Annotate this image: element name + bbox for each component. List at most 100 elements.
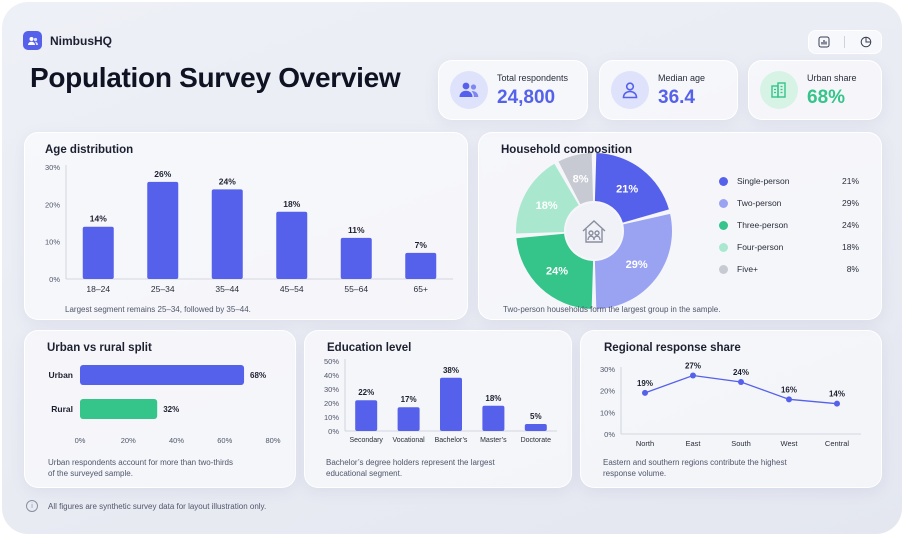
kpi-label: Median age bbox=[658, 73, 706, 83]
x-tick-label: 0% bbox=[75, 436, 86, 445]
regional-share-card: Regional response share 0% 10% 20% 30% 19% No… bbox=[580, 330, 882, 488]
y-tick-label: 0% bbox=[328, 427, 339, 436]
x-tick-label: West bbox=[781, 439, 799, 448]
card-note: response volume. bbox=[603, 469, 667, 478]
data-point bbox=[690, 372, 696, 379]
data-point bbox=[834, 400, 840, 407]
y-tick-label: 20% bbox=[600, 387, 615, 396]
kpi-card-total-respondents: Total respondents 24,800 bbox=[438, 60, 588, 120]
slice-value-label: 8% bbox=[573, 174, 589, 186]
legend-value: 18% bbox=[841, 242, 859, 252]
education-level-card: Education level 0% 10% 20% 30% 40% 50% 22% Seco… bbox=[304, 330, 572, 488]
bar-value-label: 5% bbox=[530, 412, 542, 421]
age-distribution-card: Age distribution 0% 10% 20% 30% 14% 18–24 26% 2… bbox=[24, 132, 468, 320]
bar-value-label: 68% bbox=[250, 371, 266, 380]
bar bbox=[397, 407, 420, 431]
house-family-icon bbox=[582, 220, 606, 243]
family-head bbox=[588, 230, 594, 236]
y-tick-label: 0% bbox=[604, 430, 615, 439]
bar bbox=[340, 237, 372, 279]
page-title: Population Survey Overview bbox=[30, 62, 401, 93]
toolbar-divider bbox=[844, 36, 846, 48]
y-tick-label: 20% bbox=[45, 200, 60, 209]
urban-rural-card: Urban vs rural split Urban 68% Rural 32% 0% 2… bbox=[24, 330, 296, 488]
x-tick-label: Bachelor’s bbox=[435, 437, 468, 444]
data-point bbox=[642, 389, 648, 396]
donut-center bbox=[566, 203, 622, 259]
data-point bbox=[786, 396, 792, 403]
x-tick-label: South bbox=[731, 439, 751, 448]
legend-label: Five+ bbox=[737, 264, 759, 274]
card-title: Household composition bbox=[501, 144, 632, 156]
y-tick-label: 0% bbox=[49, 275, 60, 284]
bar-value-label: 24% bbox=[219, 176, 236, 186]
legend-item: Five+ 8% bbox=[719, 263, 859, 277]
bar-value-label: 22% bbox=[358, 388, 374, 397]
x-tick-label: Secondary bbox=[349, 437, 383, 444]
people-icon bbox=[450, 71, 488, 109]
urban-rural-chart: Urban 68% Rural 32% 0% 20% 40% 60% 80% bbox=[48, 365, 281, 445]
y-tick-label: 10% bbox=[45, 238, 60, 247]
x-tick-label: North bbox=[636, 439, 654, 448]
bar-category-label: Urban bbox=[48, 370, 73, 380]
brand-logo-icon bbox=[23, 31, 42, 50]
card-title: Age distribution bbox=[45, 144, 134, 156]
card-note: Urban respondents account for more than … bbox=[48, 458, 233, 467]
x-tick-label: 80% bbox=[265, 436, 280, 445]
kpi-label: Total respondents bbox=[497, 73, 569, 83]
bar bbox=[405, 252, 437, 279]
slice-value-label: 29% bbox=[626, 259, 648, 271]
slice-value-label: 24% bbox=[546, 265, 568, 277]
legend-swatch bbox=[719, 265, 728, 274]
donut-slice bbox=[516, 163, 579, 234]
household-donut-chart: 21% 29% 24% 18% 8% bbox=[516, 153, 672, 309]
legend-item: Four-person 18% bbox=[719, 241, 859, 255]
legend-label: Three-person bbox=[737, 220, 789, 230]
point-value-label: 14% bbox=[829, 390, 845, 399]
brand[interactable]: NimbusHQ bbox=[23, 31, 112, 50]
info-icon: i bbox=[26, 500, 38, 512]
buildings-icon bbox=[760, 71, 798, 109]
pie-chart-view-button[interactable] bbox=[857, 33, 875, 51]
y-tick-label: 50% bbox=[324, 357, 339, 366]
y-tick-label: 40% bbox=[324, 371, 339, 380]
legend-swatch bbox=[719, 177, 728, 186]
point-value-label: 19% bbox=[637, 379, 653, 388]
point-value-label: 16% bbox=[781, 385, 797, 394]
x-tick-label: 65+ bbox=[414, 284, 428, 294]
card-note: Eastern and southern regions contribute … bbox=[603, 458, 787, 467]
bar bbox=[276, 211, 308, 279]
x-tick-label: 25–34 bbox=[151, 284, 175, 294]
pie-chart-icon bbox=[860, 36, 872, 48]
kpi-card-urban-share: Urban share 68% bbox=[748, 60, 882, 120]
bar-value-label: 26% bbox=[154, 169, 171, 179]
y-tick-label: 10% bbox=[324, 413, 339, 422]
bar-value-label: 11% bbox=[348, 225, 365, 235]
legend-item: Two-person 29% bbox=[719, 197, 859, 211]
donut-slice bbox=[516, 233, 594, 309]
education-chart: 0% 10% 20% 30% 40% 50% 22% Secondary 17% Vocation… bbox=[324, 357, 557, 444]
y-tick-label: 30% bbox=[324, 385, 339, 394]
kpi-value: 68% bbox=[807, 87, 846, 108]
bar bbox=[80, 399, 158, 419]
x-tick-label: Vocational bbox=[392, 437, 425, 444]
slice-value-label: 21% bbox=[616, 183, 638, 195]
bar bbox=[211, 189, 243, 279]
footer-note: All figures are synthetic survey data fo… bbox=[48, 501, 267, 511]
donut-slice bbox=[558, 153, 594, 205]
x-tick-label: 60% bbox=[217, 436, 232, 445]
house-outline bbox=[582, 220, 606, 243]
bar-chart-view-button[interactable] bbox=[815, 33, 833, 51]
legend-item: Three-person 24% bbox=[719, 219, 859, 233]
card-note: educational segment. bbox=[326, 469, 403, 478]
bar bbox=[524, 424, 547, 431]
bar-value-label: 17% bbox=[401, 395, 417, 404]
x-tick-label: 55–64 bbox=[344, 284, 368, 294]
age-distribution-chart: 0% 10% 20% 30% 14% 18–24 26% 25–34 24% 35–44 18% 45… bbox=[45, 163, 453, 294]
legend-label: Two-person bbox=[737, 198, 782, 208]
donut-slice bbox=[594, 213, 672, 309]
bar bbox=[440, 377, 462, 431]
bar-value-label: 18% bbox=[283, 199, 300, 209]
legend-label: Single-person bbox=[737, 176, 790, 186]
